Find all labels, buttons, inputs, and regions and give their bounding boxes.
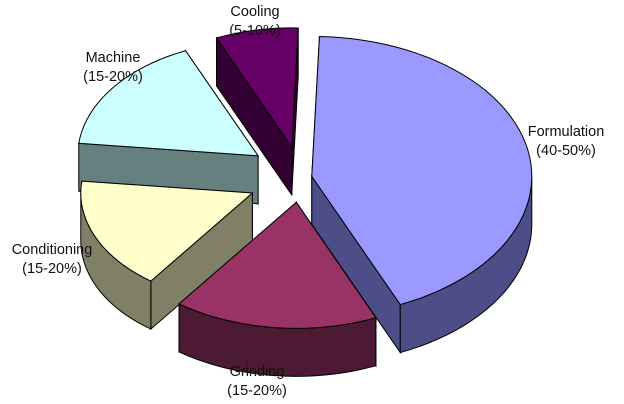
slice-machine-top <box>78 50 260 157</box>
labels-layer: Formulation (40-50%)Grinding (15-20%)Condi… <box>12 4 605 399</box>
slice-label-conditioning: Conditioning (15-20%) <box>12 242 93 277</box>
slice-grinding <box>178 200 377 377</box>
slice-label-grinding-name: Grinding <box>230 364 285 380</box>
slice-label-cooling: Cooling (5-10%) <box>229 4 281 39</box>
slice-label-cooling-range: (5-10%) <box>229 23 281 39</box>
slice-machine <box>78 49 260 206</box>
slice-label-machine: Machine (15-20%) <box>83 50 143 85</box>
slices-layer <box>78 27 533 377</box>
slice-formulation <box>311 35 533 355</box>
slice-label-machine-range: (15-20%) <box>83 69 143 85</box>
slice-label-cooling-name: Cooling <box>230 4 279 20</box>
slice-cooling-top <box>215 27 299 149</box>
slice-grinding-top <box>178 201 377 329</box>
slice-label-conditioning-name: Conditioning <box>12 242 93 258</box>
slice-label-machine-name: Machine <box>86 50 141 66</box>
slice-label-grinding-range: (15-20%) <box>227 383 287 399</box>
slice-label-formulation-name: Formulation <box>528 124 605 140</box>
slice-label-formulation-range: (40-50%) <box>536 143 596 159</box>
slice-label-formulation: Formulation (40-50%) <box>528 124 605 159</box>
slice-cooling <box>215 27 299 197</box>
slice-label-conditioning-range: (15-20%) <box>22 261 82 277</box>
slice-label-grinding: Grinding (15-20%) <box>227 364 287 399</box>
slice-formulation-top <box>311 35 533 306</box>
slice-conditioning-top <box>80 180 254 282</box>
slice-conditioning <box>80 180 254 331</box>
